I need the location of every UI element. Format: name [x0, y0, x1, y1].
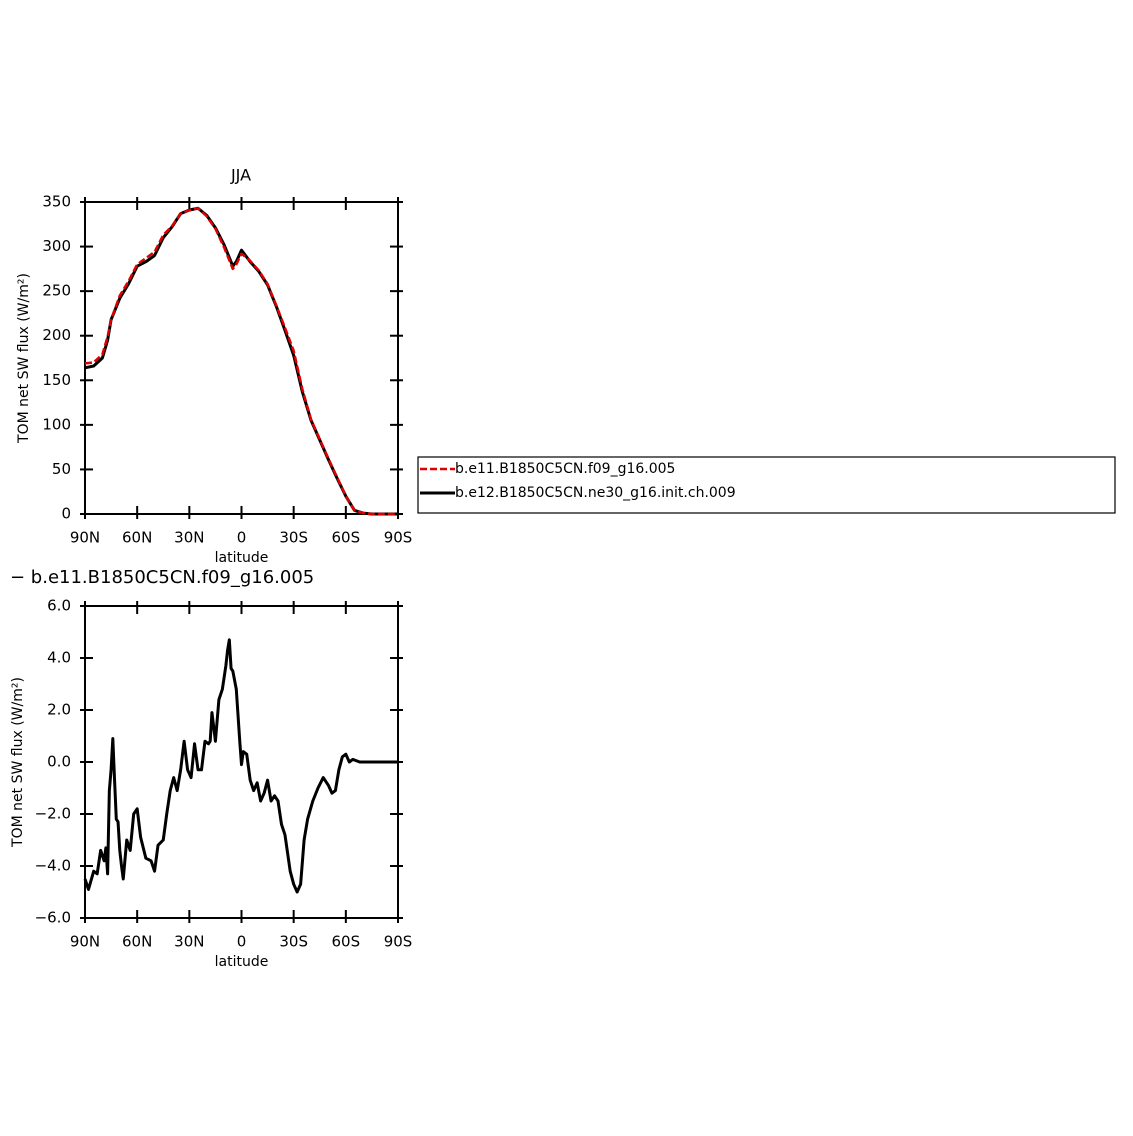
- y-tick-label: 6.0: [47, 597, 71, 615]
- y-tick-label: 50: [52, 460, 71, 478]
- y-axis-label: TOM net SW flux (W/m²): [16, 273, 32, 444]
- chart-title: − b.e11.B1850C5CN.f09_g16.005: [10, 567, 314, 588]
- x-tick-label: 90N: [70, 529, 100, 547]
- x-axis-label: latitude: [215, 954, 269, 970]
- y-tick-label: 300: [42, 237, 71, 255]
- y-tick-label: 150: [42, 371, 71, 389]
- legend-box: [417, 456, 1116, 514]
- chart-title: JJA: [230, 166, 251, 185]
- x-tick-label: 30S: [279, 933, 308, 951]
- y-tick-label: 2.0: [47, 701, 71, 719]
- y-tick-label: −4.0: [35, 857, 71, 875]
- x-tick-label: 60S: [332, 933, 361, 951]
- x-tick-label: 60S: [332, 529, 361, 547]
- plot-frame: [84, 201, 399, 515]
- y-tick-label: −6.0: [35, 909, 71, 927]
- y-tick-label: 100: [42, 415, 71, 433]
- legend-label: b.e11.B1850C5CN.f09_g16.005: [455, 461, 675, 477]
- y-tick-label: −2.0: [35, 805, 71, 823]
- data-line: [84, 206, 398, 516]
- x-tick-label: 30S: [279, 529, 308, 547]
- y-tick-label: 200: [42, 326, 71, 344]
- x-tick-label: 60N: [122, 529, 152, 547]
- y-tick-label: 350: [42, 193, 71, 211]
- x-tick-label: 90S: [384, 529, 413, 547]
- data-line: [83, 638, 398, 894]
- x-tick-label: 30N: [174, 529, 204, 547]
- x-tick-label: 90S: [384, 933, 413, 951]
- y-tick-label: 0: [61, 505, 71, 523]
- legend-label: b.e12.B1850C5CN.ne30_g16.init.ch.009: [455, 485, 736, 501]
- x-axis-label: latitude: [215, 550, 269, 566]
- x-tick-label: 90N: [70, 933, 100, 951]
- y-axis-label: TOM net SW flux (W/m²): [10, 677, 26, 848]
- x-tick-label: 30N: [174, 933, 204, 951]
- y-tick-label: 0.0: [47, 753, 71, 771]
- x-tick-label: 0: [237, 933, 247, 951]
- x-tick-label: 60N: [122, 933, 152, 951]
- y-tick-label: 250: [42, 282, 71, 300]
- y-tick-label: 4.0: [47, 649, 71, 667]
- x-tick-label: 0: [237, 529, 247, 547]
